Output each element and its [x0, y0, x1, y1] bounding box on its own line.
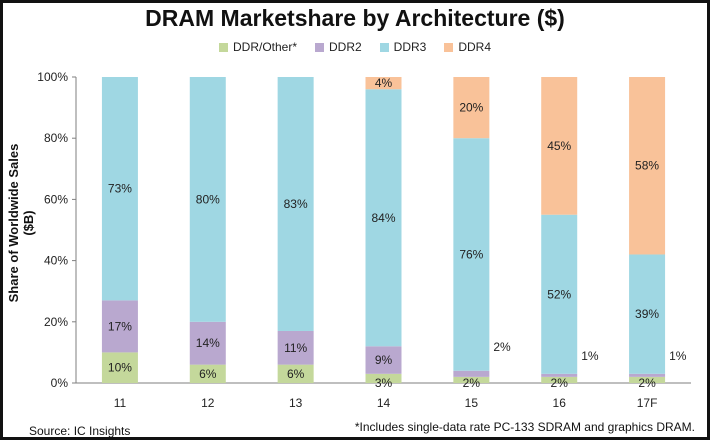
data-label: 73% [108, 182, 132, 196]
data-label: 17% [108, 319, 132, 333]
y-tick-label: 80% [44, 131, 68, 145]
x-tick-label: 12 [201, 396, 215, 410]
bar-segment [365, 89, 402, 347]
bar-segment [101, 300, 138, 353]
data-label: 83% [284, 197, 308, 211]
data-label: 80% [196, 192, 220, 206]
bar-segment [189, 321, 226, 365]
legend-swatch-ddr3 [379, 42, 389, 52]
data-label: 20% [459, 101, 483, 115]
bar-segment [277, 330, 314, 365]
legend-item-ddr-other: DDR/Other* [218, 40, 297, 54]
bar-segment [629, 77, 666, 255]
bar-segment [541, 376, 578, 383]
x-tick-label: 15 [465, 396, 479, 410]
legend-label-ddr2: DDR2 [329, 40, 362, 54]
y-tick-label: 20% [44, 315, 68, 329]
chart-title: DRAM Marketshare by Architecture ($) [145, 5, 565, 31]
x-tick-label: 11 [114, 396, 127, 410]
bar-segment [365, 346, 402, 374]
data-label: 6% [287, 367, 305, 381]
bar-segment [277, 77, 314, 331]
data-label: 9% [375, 353, 393, 367]
chart-plot: 0% 20% 40% 60% 80% 100% 10% 17% 73% 11 6% 14% 80% 12 6… [37, 70, 691, 410]
data-label: 84% [371, 211, 395, 225]
data-label: 2% [551, 376, 569, 390]
data-label: 14% [196, 336, 220, 350]
data-label: 3% [375, 376, 393, 390]
data-label: 1% [669, 349, 687, 363]
bar-segment [541, 373, 578, 377]
y-tick-label: 40% [44, 254, 68, 268]
legend-label-ddr4: DDR4 [458, 40, 492, 54]
bar-segment [453, 376, 490, 383]
data-label: 6% [199, 367, 217, 381]
data-label: 11% [284, 341, 307, 355]
x-tick-label: 17F [637, 396, 658, 410]
x-tick-label: 16 [553, 396, 567, 410]
legend-swatch-ddr4 [444, 42, 454, 52]
bar-segment [365, 373, 402, 383]
data-label: 52% [547, 287, 571, 301]
data-label: 58% [635, 159, 659, 173]
bar-segment [541, 214, 578, 374]
legend-swatch-ddr-other [218, 42, 228, 52]
data-label: 76% [459, 247, 483, 261]
bar-segment [453, 370, 490, 377]
data-label: 2% [463, 376, 481, 390]
bar-segment [541, 77, 578, 215]
source-note: Source: IC Insights [29, 424, 131, 438]
x-tick-label: 13 [289, 396, 303, 410]
bar-segment [365, 77, 402, 90]
bar-segment [629, 373, 666, 377]
legend-item-ddr4: DDR4 [444, 40, 491, 54]
bar-segment [629, 254, 666, 374]
bar-segment [277, 364, 314, 383]
data-label: 2% [493, 340, 511, 354]
data-label: 1% [581, 349, 599, 363]
bar-segment [189, 364, 226, 383]
x-tick-label: 14 [377, 396, 391, 410]
footnote: *Includes single-data rate PC-133 SDRAM … [354, 420, 695, 434]
bar-segment [189, 77, 226, 322]
legend: DDR/Other* DDR2 DDR3 DDR4 [3, 40, 707, 54]
bar-segment [453, 138, 490, 371]
legend-item-ddr3: DDR3 [379, 40, 427, 54]
data-label: 45% [547, 139, 571, 153]
y-tick-label: 0% [51, 376, 69, 390]
data-label: 10% [108, 361, 132, 375]
bar-segment [101, 77, 138, 301]
bar-segment [453, 77, 490, 139]
legend-label-ddr-other: DDR/Other* [232, 40, 297, 54]
legend-label-ddr3: DDR3 [393, 40, 427, 54]
data-label: 2% [638, 376, 656, 390]
y-tick-label: 60% [44, 192, 68, 206]
legend-item-ddr2: DDR2 [315, 40, 362, 54]
bar-segment [101, 352, 138, 383]
y-tick-label: 100% [37, 70, 68, 84]
bar-segment [629, 376, 666, 383]
data-label: 4% [375, 76, 393, 90]
data-label: 39% [635, 307, 659, 321]
legend-swatch-ddr2 [315, 42, 324, 52]
